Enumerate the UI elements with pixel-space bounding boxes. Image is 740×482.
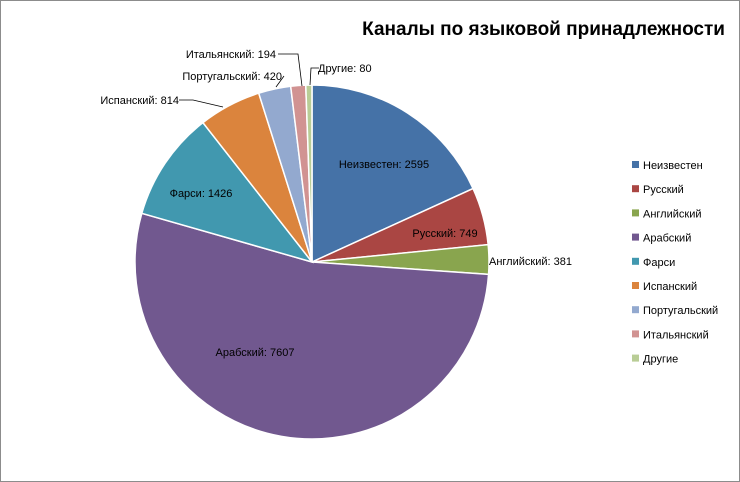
legend-label-4: Арабский	[643, 233, 691, 245]
leader-line-9	[309, 67, 319, 86]
pie-slice-4	[134, 212, 490, 440]
legend-label-5: Фарси	[643, 257, 675, 269]
legend-swatch-9	[632, 354, 639, 362]
legend-swatch-4	[632, 233, 639, 241]
leader-lines	[179, 53, 319, 108]
legend-label-1: Неизвестен	[643, 160, 703, 172]
legend-swatch-5	[632, 257, 639, 265]
legend-label-6: Испанский	[643, 281, 697, 293]
chart-title: Каналы по языковой принадлежности	[362, 19, 725, 40]
data-label-8: Итальянский: 194	[186, 49, 276, 61]
legend-swatch-2	[632, 185, 639, 193]
legend-swatch-6	[632, 282, 639, 289]
legend: Неизвестен Русский Английский Арабский Фарси…	[632, 160, 718, 366]
pie-slice-1	[311, 84, 475, 264]
data-label-3: Английский: 381	[489, 256, 572, 268]
legend-label-2: Русский	[643, 184, 684, 196]
data-label-6: Испанский: 814	[100, 95, 179, 107]
legend-swatch-3	[632, 209, 639, 217]
legend-swatch-1	[632, 161, 639, 168]
data-label-2: Русский: 749	[412, 228, 477, 240]
data-label-1: Неизвестен: 2595	[339, 159, 429, 171]
data-label-5: Фарси: 1426	[170, 188, 233, 200]
data-label-4: Арабский: 7607	[216, 347, 295, 359]
data-label-7: Португальский: 420	[182, 71, 282, 83]
legend-label-8: Итальянский	[643, 329, 709, 341]
legend-label-3: Английский	[643, 208, 702, 220]
pie-slice-5	[140, 121, 315, 264]
slices-layer	[134, 84, 490, 440]
leader-line-6	[179, 99, 224, 108]
data-label-9: Другие: 80	[318, 63, 372, 75]
data-labels: Неизвестен: 2595 Русский: 749 Английский: …	[100, 49, 572, 359]
pie-slice-9	[304, 84, 313, 263]
legend-label-9: Другие	[643, 354, 678, 366]
legend-label-7: Португальский	[643, 305, 718, 317]
leader-line-8	[278, 53, 303, 87]
legend-swatch-8	[632, 330, 639, 338]
leader-line-7	[275, 75, 285, 88]
legend-swatch-7	[632, 306, 639, 314]
